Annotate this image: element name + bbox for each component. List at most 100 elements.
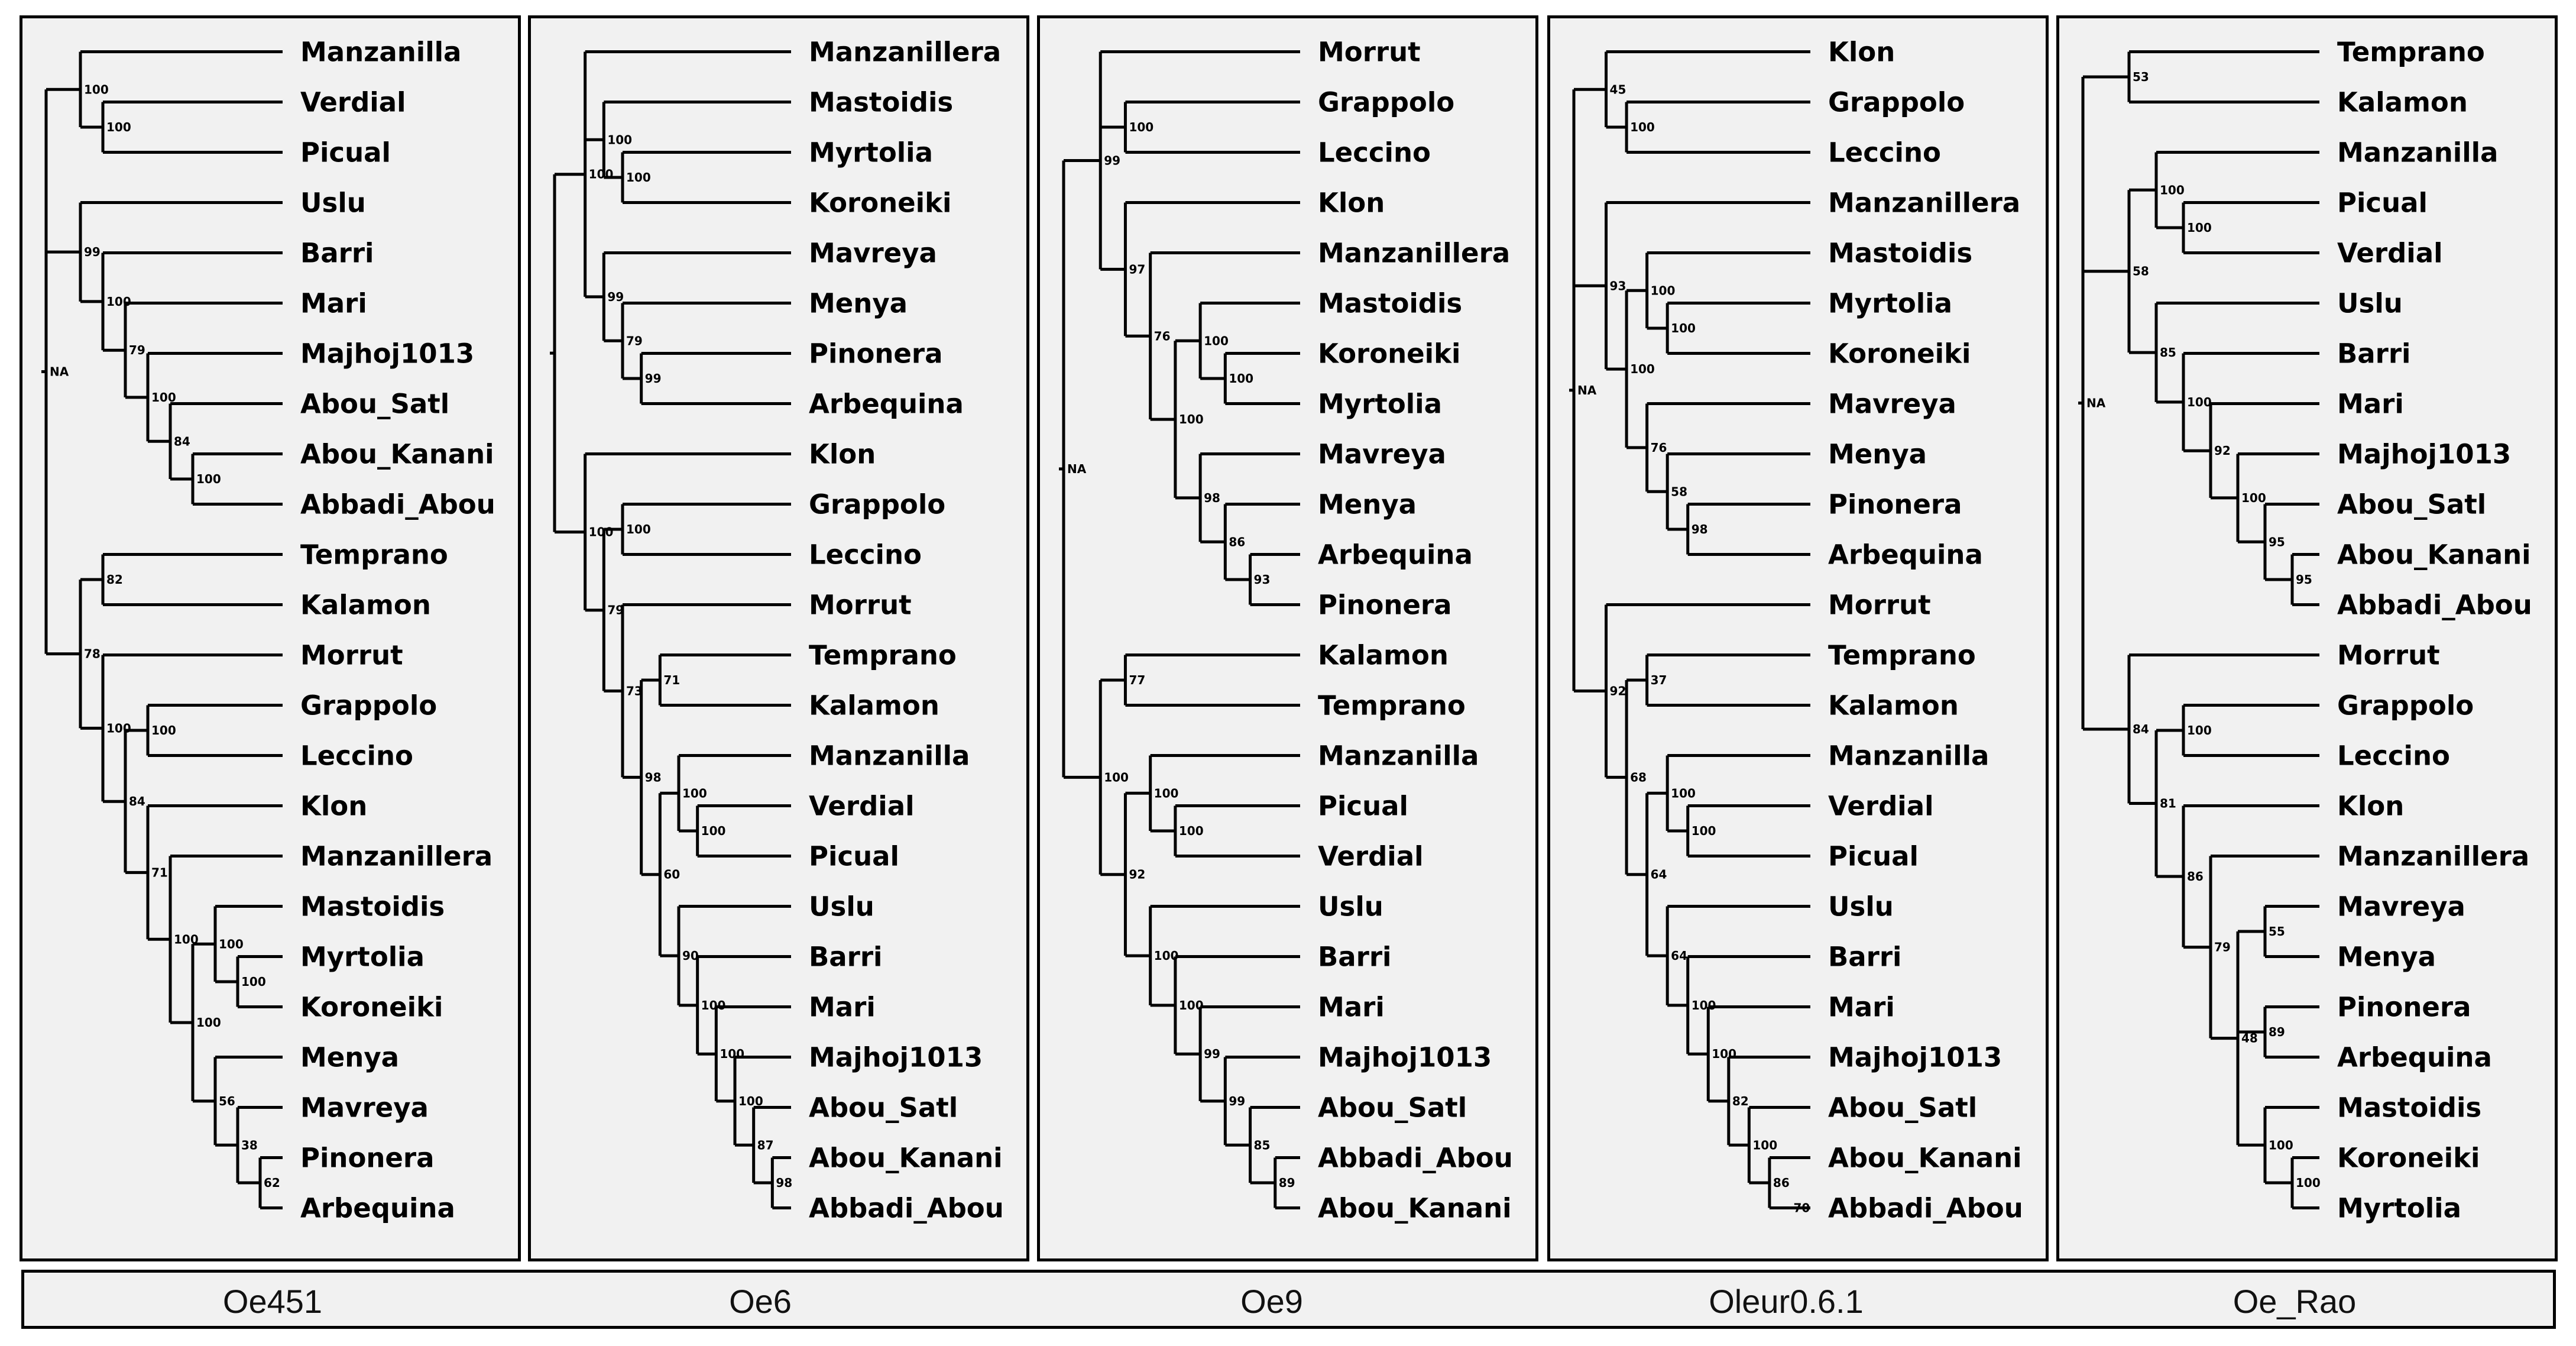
leaf-label-menya: Menya: [1318, 489, 1417, 520]
leaf-label-leccino: Leccino: [809, 539, 922, 571]
leaf-label-myrtolia: Myrtolia: [1318, 389, 1442, 420]
leaf-label-manzanilla: Manzanilla: [300, 37, 461, 68]
leaf-label-pinonera: Pinonera: [300, 1143, 434, 1174]
support-value: 64: [1651, 868, 1667, 882]
support-value: NA: [1577, 383, 1597, 397]
leaf-label-verdial: Verdial: [2337, 238, 2443, 269]
leaf-label-abou-kanani: Abou_Kanani: [2337, 539, 2531, 571]
leaf-label-uslu: Uslu: [1318, 891, 1383, 923]
leaf-label-kalamon: Kalamon: [1828, 690, 1959, 721]
leaf-label-picual: Picual: [809, 841, 899, 872]
leaf-label-morrut: Morrut: [1318, 37, 1421, 68]
leaf-label-abou-satl: Abou_Satl: [809, 1092, 958, 1124]
support-value: 60: [663, 868, 680, 882]
leaf-label-grappolo: Grappolo: [1828, 87, 1965, 118]
support-value: 100: [701, 998, 726, 1012]
support-value: 85: [2160, 345, 2176, 360]
support-value: 100: [1712, 1047, 1736, 1061]
leaf-label-uslu: Uslu: [1828, 891, 1894, 923]
support-value: 100: [1671, 321, 1696, 335]
support-value: 93: [1610, 279, 1626, 293]
support-value: 82: [1732, 1094, 1749, 1108]
support-value: 100: [241, 975, 266, 989]
leaf-label-abbadi-abou: Abbadi_Abou: [1828, 1193, 2023, 1224]
support-value: 100: [701, 824, 726, 838]
leaf-label-manzanilla: Manzanilla: [1828, 740, 1989, 772]
leaf-label-mari: Mari: [2337, 389, 2404, 420]
leaf-label-koroneiki: Koroneiki: [1828, 338, 1971, 370]
tree-oe451: Manzanilla Verdial Picual 100 100 Uslu Barri Ma…: [41, 37, 495, 1224]
leaf-label-abou-kanani: Abou_Kanani: [300, 439, 494, 470]
leaf-label-verdial: Verdial: [300, 87, 406, 118]
support-value: 79: [129, 343, 145, 357]
leaf-label-majhoj1013: Majhoj1013: [2337, 439, 2511, 470]
support-value: 100: [1179, 824, 1204, 838]
leaf-label-mari: Mari: [1828, 992, 1895, 1023]
support-value: 64: [1671, 949, 1687, 963]
leaf-label-temprano: Temprano: [809, 640, 957, 671]
support-value: 82: [106, 572, 123, 587]
leaf-label-picual: Picual: [300, 137, 391, 169]
support-value: 100: [2296, 1176, 2321, 1190]
support-value: 99: [84, 245, 101, 259]
leaf-label-pinonera: Pinonera: [809, 338, 942, 370]
leaf-label-grappolo: Grappolo: [2337, 690, 2474, 721]
marker-label-oe9: Oe9: [1240, 1283, 1303, 1320]
leaf-label-klon: Klon: [1318, 187, 1385, 219]
leaf-label-menya: Menya: [300, 1042, 399, 1073]
leaf-label-majhoj1013: Majhoj1013: [809, 1042, 983, 1073]
leaf-label-kalamon: Kalamon: [2337, 87, 2468, 118]
leaf-label-klon: Klon: [809, 439, 876, 470]
support-value: 89: [1279, 1176, 1295, 1190]
support-value: 100: [2187, 723, 2212, 737]
leaf-label-abbadi-abou: Abbadi_Abou: [2337, 590, 2532, 621]
leaf-label-mastoidis: Mastoidis: [1828, 238, 1972, 269]
support-value: 100: [607, 132, 632, 147]
support-value: NA: [50, 364, 69, 378]
leaf-label-mastoidis: Mastoidis: [2337, 1092, 2481, 1124]
leaf-label-majhoj1013: Majhoj1013: [300, 338, 474, 370]
leaf-label-arbequina: Arbequina: [1828, 539, 1983, 571]
support-value: 100: [1154, 949, 1179, 963]
leaf-label-menya: Menya: [809, 288, 908, 319]
support-value: 100: [738, 1094, 763, 1108]
support-value: 70: [1793, 1201, 1810, 1215]
support-value: 95: [2269, 535, 2285, 549]
leaf-label-manzanillera: Manzanillera: [1318, 238, 1510, 269]
support-value: 99: [1204, 1047, 1220, 1061]
support-value: 100: [1179, 998, 1204, 1012]
support-value: 92: [2214, 444, 2231, 458]
support-value: 100: [1692, 998, 1716, 1012]
support-value: 100: [626, 170, 651, 185]
support-value: 100: [151, 723, 176, 737]
support-value: 90: [682, 949, 699, 963]
support-value: 84: [174, 434, 190, 448]
support-value: 81: [2160, 797, 2176, 811]
leaf-label-mari: Mari: [1318, 992, 1385, 1023]
leaf-label-uslu: Uslu: [300, 187, 366, 219]
support-value: 85: [1254, 1138, 1271, 1152]
support-value: NA: [2086, 396, 2106, 410]
support-value: 100: [106, 120, 131, 134]
leaf-label-mastoidis: Mastoidis: [1318, 288, 1462, 319]
support-value: 77: [1129, 673, 1145, 687]
leaf-label-arbequina: Arbequina: [300, 1193, 455, 1224]
support-value: 100: [589, 525, 614, 539]
support-value: 92: [1610, 684, 1626, 698]
leaf-label-abou-satl: Abou_Satl: [300, 389, 449, 420]
leaf-label-grappolo: Grappolo: [809, 489, 945, 520]
leaf-label-morrut: Morrut: [300, 640, 403, 671]
leaf-label-manzanilla: Manzanilla: [2337, 137, 2498, 169]
leaf-label-mavreya: Mavreya: [809, 238, 937, 269]
support-value: 84: [129, 794, 145, 808]
support-value: 100: [174, 932, 199, 946]
leaf-label-uslu: Uslu: [809, 891, 874, 923]
leaf-label-menya: Menya: [2337, 941, 2436, 973]
leaf-label-temprano: Temprano: [1318, 690, 1466, 721]
support-value: 62: [264, 1176, 280, 1190]
support-value: 93: [1254, 572, 1271, 587]
leaf-label-temprano: Temprano: [300, 539, 448, 571]
leaf-label-pinonera: Pinonera: [1828, 489, 1962, 520]
leaf-label-leccino: Leccino: [2337, 740, 2450, 772]
leaf-label-barri: Barri: [300, 238, 374, 269]
